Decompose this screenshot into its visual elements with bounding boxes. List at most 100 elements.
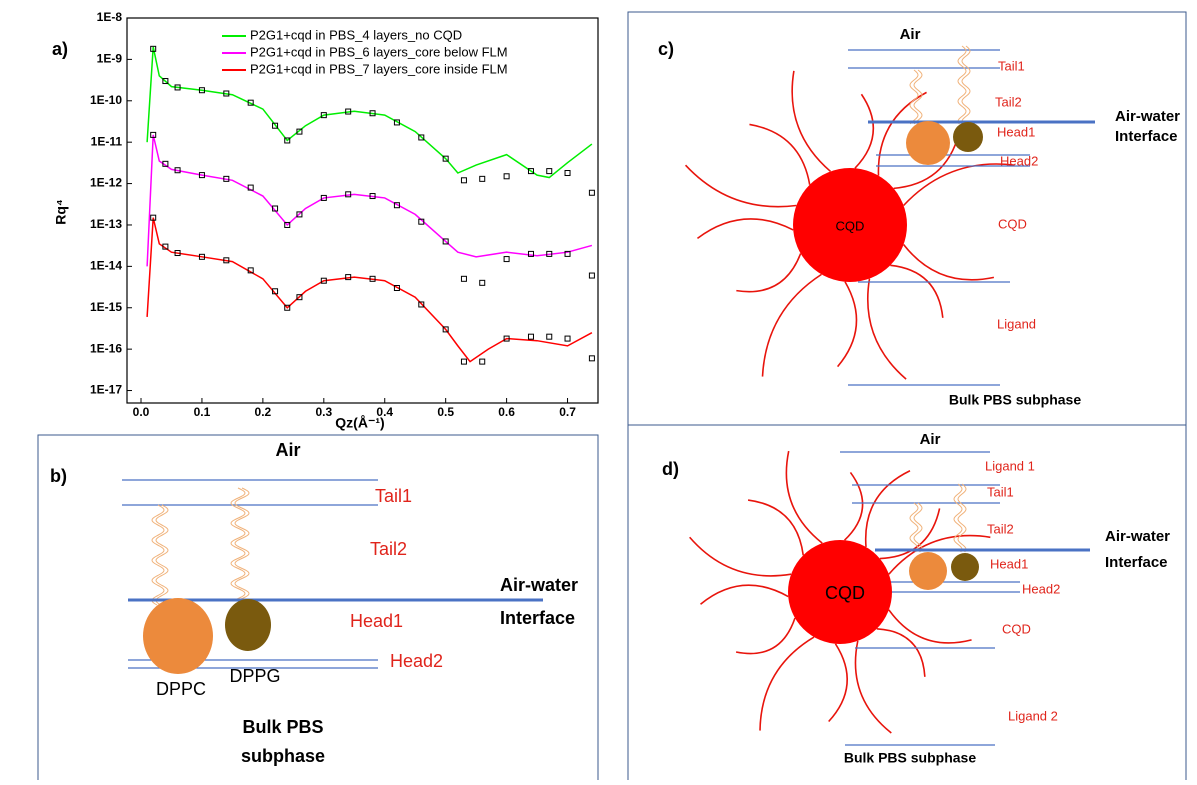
ligand	[868, 279, 906, 380]
y-tick-label: 1E-11	[91, 134, 123, 148]
bulk-label: Bulk PBS subphase	[949, 392, 1081, 408]
ligand	[690, 537, 791, 576]
ligand	[686, 165, 797, 206]
interface-label: Interface	[500, 608, 575, 628]
data-point	[565, 171, 570, 176]
air-label: Air	[900, 26, 921, 43]
dppc-head	[906, 121, 950, 165]
dppc-head	[143, 598, 213, 674]
core-label: CQD	[825, 583, 865, 603]
legend-label: P2G1+cqd in PBS_6 layers_core below FLM	[250, 44, 508, 59]
panel-frame	[628, 425, 1186, 780]
layer-label: Ligand 1	[985, 458, 1035, 473]
ligand	[904, 244, 994, 279]
data-point	[480, 359, 485, 364]
panel-label: d)	[662, 459, 679, 479]
data-point	[480, 176, 485, 181]
legend-label: P2G1+cqd in PBS_7 layers_core inside FLM	[250, 61, 508, 76]
y-tick-label: 1E-17	[90, 383, 122, 397]
interface-label: Interface	[1115, 128, 1178, 145]
figure: a) Rq⁴ Qz(Å⁻¹) 1E-81E-91E-101E-111E-121E…	[0, 0, 1197, 780]
layer-label: CQD	[1002, 621, 1031, 636]
y-tick-label: 1E-16	[90, 341, 122, 355]
dppg-head	[951, 553, 979, 581]
layer-label: Ligand	[997, 316, 1036, 331]
ligand	[889, 610, 972, 643]
panel-frame	[628, 12, 1186, 425]
panel-c: c) Air Tail1 Tail2 Air-water Interface H…	[628, 12, 1186, 425]
layer-label: Tail2	[370, 539, 407, 559]
y-tick-label: 1E-14	[90, 259, 122, 273]
layer-label: Ligand 2	[1008, 708, 1058, 723]
data-point	[589, 273, 594, 278]
y-tick-label: 1E-8	[97, 10, 123, 24]
x-tick-label: 0.5	[437, 405, 454, 419]
data-point	[547, 334, 552, 339]
air-label: Air	[920, 431, 941, 448]
x-tick-label: 0.7	[559, 405, 576, 419]
panel-b: b) Air Tail1 Tail2 Air-water Interface H…	[38, 435, 598, 780]
ligand	[786, 451, 822, 543]
layer-label: Tail2	[995, 94, 1022, 109]
ligand	[763, 274, 822, 376]
y-tick-label: 1E-15	[90, 300, 122, 314]
panel-label: b)	[50, 466, 67, 486]
core-label: CQD	[836, 218, 865, 233]
ligand	[845, 472, 863, 540]
bulk-label: Bulk PBS subphase	[844, 750, 976, 766]
dppg-head	[225, 599, 271, 651]
air-label: Air	[275, 440, 300, 460]
layer-label: Tail1	[375, 486, 412, 506]
x-tick-label: 0.3	[315, 405, 332, 419]
panel-label: c)	[658, 39, 674, 59]
layer-label: CQD	[998, 216, 1027, 231]
data-point	[461, 359, 466, 364]
y-tick-label: 1E-10	[90, 93, 122, 107]
ligand	[792, 71, 830, 172]
x-tick-label: 0.2	[255, 405, 272, 419]
data-point	[528, 334, 533, 339]
ligand	[855, 94, 873, 168]
data-point	[589, 356, 594, 361]
interface-label: Air-water	[500, 575, 578, 595]
panel-d: d) Air Ligand 1 Tail1 Tail2 Air-water In…	[628, 425, 1186, 780]
ligand	[736, 254, 800, 292]
layer-label: Tail2	[987, 521, 1014, 536]
fit-line	[147, 135, 592, 266]
bulk-label: subphase	[241, 746, 325, 766]
ligand	[838, 282, 857, 367]
layer-label: Head1	[350, 611, 403, 631]
ligand	[701, 585, 789, 604]
ligand	[866, 471, 910, 547]
x-tick-label: 0.1	[194, 405, 211, 419]
x-tick-label: 0.0	[133, 405, 150, 419]
bulk-label: Bulk PBS	[242, 717, 323, 737]
interface-label: Air-water	[1115, 108, 1180, 125]
ligand	[697, 219, 793, 238]
interface-label: Interface	[1105, 554, 1168, 571]
y-tick-label: 1E-12	[90, 176, 122, 190]
lipid-label: DPPG	[229, 666, 280, 686]
ligand	[748, 500, 803, 555]
data-point	[504, 257, 509, 262]
y-tick-label: 1E-9	[97, 52, 123, 66]
layer-label: Head2	[1000, 153, 1038, 168]
data-point	[589, 190, 594, 195]
layer-label: Head1	[997, 124, 1035, 139]
data-point	[565, 336, 570, 341]
ligand	[829, 644, 848, 722]
layer-label: Tail1	[998, 58, 1025, 73]
data-point	[504, 174, 509, 179]
data-point	[461, 178, 466, 183]
ligand	[736, 618, 795, 654]
fit-line	[147, 218, 592, 362]
data-point	[547, 169, 552, 174]
interface-label: Air-water	[1105, 528, 1170, 545]
layer-label: Head2	[390, 651, 443, 671]
chart-panel: a) Rq⁴ Qz(Å⁻¹) 1E-81E-91E-101E-111E-121E…	[52, 10, 598, 431]
data-point	[461, 276, 466, 281]
y-tick-label: 1E-13	[90, 217, 122, 231]
dppg-head	[953, 122, 983, 152]
layer-label: Head2	[1022, 581, 1060, 596]
y-axis-label: Rq⁴	[53, 199, 69, 225]
